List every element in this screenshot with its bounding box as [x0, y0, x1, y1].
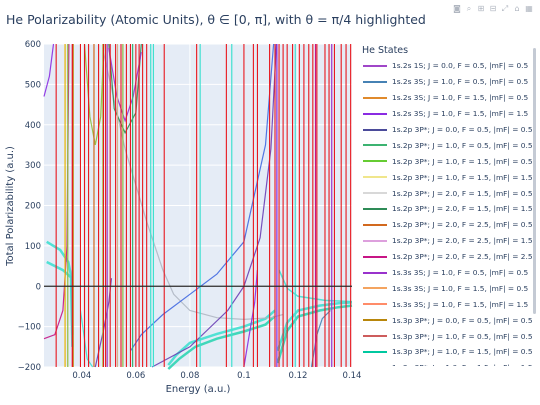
- reset-icon[interactable]: ⌂: [514, 4, 520, 13]
- legend-swatch: [363, 176, 387, 179]
- legend-swatch: [363, 223, 387, 226]
- legend-item[interactable]: 1s.2p 3P*; J = 2.0, F = 1.5, |mF| = 0.5: [360, 185, 536, 201]
- y-tick-label: 100: [25, 242, 41, 252]
- legend-swatch: [363, 64, 387, 67]
- legend-label: 1s.2p 3P*; J = 1.0, F = 1.5, |mF| = 0.5: [392, 156, 533, 166]
- legend-swatch: [363, 350, 387, 353]
- legend-item[interactable]: 1s.2p 3P*; J = 1.0, F = 0.5, |mF| = 0.5: [360, 137, 536, 153]
- legend-swatch: [363, 287, 387, 290]
- chart-title: He Polarizability (Atomic Units), θ ∈ [0…: [6, 12, 426, 27]
- x-tick-label: 0.12: [288, 371, 307, 381]
- plotly-logo[interactable]: ▦: [525, 4, 533, 13]
- legend-item[interactable]: 1s.2p 3P*; J = 0.0, F = 0.5, |mF| = 0.5: [360, 122, 536, 138]
- legend-swatch: [363, 80, 387, 83]
- x-tick-label: 0.08: [180, 371, 199, 381]
- legend-label: 1s.2p 3P*; J = 2.0, F = 1.5, |mF| = 1.5: [392, 204, 533, 214]
- legend-swatch: [363, 303, 387, 306]
- x-tick-label: 0.14: [343, 371, 362, 381]
- legend-label: 1s.3s 3S; J = 1.0, F = 1.5, |mF| = 0.5: [392, 283, 529, 293]
- y-tick-label: 0: [36, 282, 41, 292]
- legend-item[interactable]: 1s.3s 3S; J = 1.0, F = 1.5, |mF| = 1.5: [360, 296, 536, 312]
- y-tick-label: 500: [25, 80, 41, 90]
- series-line: [43, 43, 55, 97]
- legend-swatch: [363, 319, 387, 322]
- legend-item[interactable]: 1s.3p 3P*; J = 0.0, F = 0.5, |mF| = 0.5: [360, 312, 536, 328]
- legend-label: 1s.2p 3P*; J = 1.0, F = 1.5, |mF| = 1.5: [392, 172, 533, 182]
- y-tick-label: −100: [18, 323, 41, 333]
- legend-label: 1s.2p 3P*; J = 2.0, F = 2.5, |mF| = 0.5: [392, 220, 533, 230]
- legend-item[interactable]: 1s.2s 3S; J = 1.0, F = 1.5, |mF| = 1.5: [360, 106, 536, 122]
- camera-icon[interactable]: ◙: [453, 4, 461, 13]
- legend-item[interactable]: 1s.2p 3P*; J = 1.0, F = 1.5, |mF| = 1.5: [360, 169, 536, 185]
- legend-swatch: [363, 192, 387, 195]
- legend-swatch: [363, 128, 387, 131]
- series-line: [130, 43, 275, 352]
- x-tick-label: 0.04: [72, 371, 91, 381]
- legend-swatch: [363, 239, 387, 242]
- y-tick-label: 600: [25, 40, 41, 50]
- legend-item[interactable]: 1s.2s 3S; J = 1.0, F = 1.5, |mF| = 0.5: [360, 90, 536, 106]
- legend-label: 1s.2p 3P*; J = 1.0, F = 0.5, |mF| = 0.5: [392, 140, 533, 150]
- legend-label: 1s.2s 3S; J = 1.0, F = 1.5, |mF| = 1.5: [392, 109, 529, 119]
- legend-label: 1s.2s 3S; J = 1.0, F = 1.5, |mF| = 0.5: [392, 93, 529, 103]
- minus-icon[interactable]: ⊟: [489, 4, 497, 13]
- legend-item[interactable]: 1s.2p 3P*; J = 2.0, F = 1.5, |mF| = 1.5: [360, 201, 536, 217]
- legend-label: 1s.3p 3P*; J = 1.0, F = 1.5, |mF| = 0.5: [392, 347, 533, 357]
- y-axis-label: Total Polarizability (a.u.): [5, 146, 16, 267]
- resonance-layer: [44, 44, 352, 367]
- legend: He States 1s.2s 1S; J = 0.0, F = 0.5, |m…: [360, 44, 536, 366]
- legend-swatch: [363, 112, 387, 115]
- legend-label: 1s.2s 1S; J = 0.0, F = 0.5, |mF| = 0.5: [392, 61, 529, 71]
- y-tick-label: −200: [18, 363, 41, 373]
- legend-item[interactable]: 1s.3p 3P*; J = 1.0, F = 1.5, |mF| = 0.5: [360, 344, 536, 360]
- legend-item[interactable]: 1s.2p 3P*; J = 2.0, F = 2.5, |mF| = 2.5: [360, 249, 536, 265]
- legend-scrollbar[interactable]: [533, 48, 536, 314]
- legend-title: He States: [362, 45, 409, 56]
- legend-items: 1s.2s 1S; J = 0.0, F = 0.5, |mF| = 0.5 1s…: [360, 58, 536, 366]
- series-line: [108, 43, 142, 135]
- legend-item[interactable]: 1s.2p 3P*; J = 2.0, F = 2.5, |mF| = 1.5: [360, 233, 536, 249]
- legend-label: 1s.2p 3P*; J = 0.0, F = 0.5, |mF| = 0.5: [392, 125, 533, 134]
- autoscale-icon[interactable]: ⤢: [501, 4, 509, 13]
- legend-swatch: [363, 144, 387, 147]
- legend-swatch: [363, 335, 387, 338]
- series-line: [310, 310, 331, 368]
- legend-label: 1s.2s 3S; J = 1.0, F = 0.5, |mF| = 0.5: [392, 77, 529, 87]
- x-tick-label: 0.06: [126, 371, 145, 381]
- legend-swatch: [363, 96, 387, 99]
- x-tick-label: 0.1: [237, 371, 251, 381]
- legend-item[interactable]: 1s.3p 3P*; J = 1.0, F = 0.5, |mF| = 0.5: [360, 328, 536, 344]
- tick-labels: 0.04 0.06 0.08 0.1 0.12 0.14 −200 −100 0 100 200 30…: [18, 40, 362, 381]
- plus-icon[interactable]: ⊞: [477, 4, 485, 13]
- series-line: [79, 310, 94, 368]
- legend-label: 1s.3s 3S; J = 1.0, F = 0.5, |mF| = 0.5: [392, 268, 529, 278]
- legend-label: 1s.2p 3P*; J = 2.0, F = 1.5, |mF| = 0.5: [392, 188, 533, 198]
- legend-label: 1s.2p 3P*; J = 2.0, F = 2.5, |mF| = 2.5: [392, 252, 533, 262]
- legend-item[interactable]: 1s.2p 3P*; J = 2.0, F = 2.5, |mF| = 0.5: [360, 217, 536, 233]
- y-tick-label: 300: [25, 161, 41, 171]
- modebar: ◙ ⌕ ⊞ ⊟ ⤢ ⌂ ▦: [452, 4, 534, 14]
- legend-label: 1s.3p 3P*; J = 0.0, F = 0.5, |mF| = 0.5: [392, 315, 533, 325]
- x-axis-label: Energy (a.u.): [166, 384, 231, 395]
- legend-label: 1s.2p 3P*; J = 2.0, F = 2.5, |mF| = 1.5: [392, 236, 533, 246]
- legend-swatch: [363, 207, 387, 210]
- y-tick-label: 400: [25, 121, 41, 131]
- legend-item[interactable]: 1s.3s 3S; J = 1.0, F = 0.5, |mF| = 0.5: [360, 265, 536, 281]
- legend-swatch: [363, 255, 387, 258]
- legend-swatch: [363, 160, 387, 163]
- y-tick-label: 200: [25, 202, 41, 212]
- legend-label: 1s.3p 3P*; J = 1.0, F = 1.5, |mF| = 1.5: [392, 363, 533, 366]
- series-line: [167, 315, 276, 370]
- legend-label: 1s.3p 3P*; J = 1.0, F = 0.5, |mF| = 0.5: [392, 331, 533, 341]
- legend-item[interactable]: 1s.2s 1S; J = 0.0, F = 0.5, |mF| = 0.5: [360, 58, 536, 74]
- legend-swatch: [363, 271, 387, 274]
- legend-item[interactable]: 1s.3s 3S; J = 1.0, F = 1.5, |mF| = 0.5: [360, 280, 536, 296]
- legend-item[interactable]: 1s.2p 3P*; J = 1.0, F = 1.5, |mF| = 0.5: [360, 153, 536, 169]
- legend-label: 1s.3s 3S; J = 1.0, F = 1.5, |mF| = 1.5: [392, 299, 529, 309]
- legend-item[interactable]: 1s.2s 3S; J = 1.0, F = 0.5, |mF| = 0.5: [360, 74, 536, 90]
- legend-item[interactable]: 1s.3p 3P*; J = 1.0, F = 1.5, |mF| = 1.5: [360, 360, 536, 366]
- zoom-icon[interactable]: ⌕: [466, 4, 472, 13]
